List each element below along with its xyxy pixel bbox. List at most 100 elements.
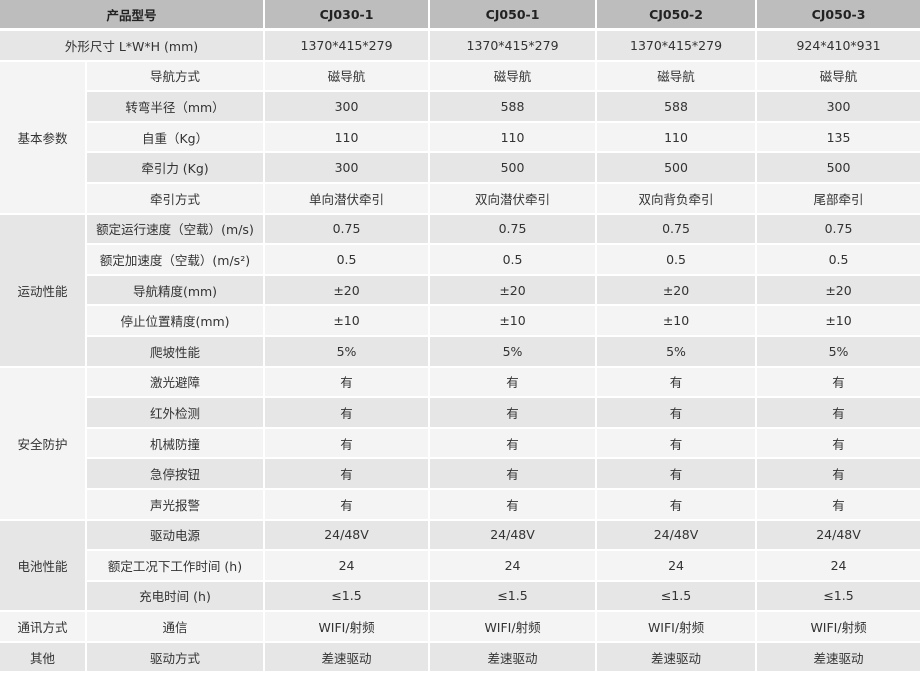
row-label: 急停按钮 bbox=[87, 459, 266, 490]
cell-value: 有 bbox=[430, 398, 598, 429]
cell-value: 有 bbox=[597, 459, 758, 490]
cell-value: 588 bbox=[430, 92, 598, 123]
cell-value: 差速驱动 bbox=[597, 642, 758, 674]
cell-value: 有 bbox=[597, 489, 758, 521]
cell-value: 单向潜伏牵引 bbox=[265, 183, 431, 215]
group-label: 其他 bbox=[0, 642, 87, 674]
cell-value: 有 bbox=[757, 490, 920, 521]
cell-value: 500 bbox=[757, 153, 920, 184]
row-label: 外形尺寸 L*W*H (mm) bbox=[0, 31, 266, 62]
cell-value: 588 bbox=[597, 92, 758, 123]
cell-value: 差速驱动 bbox=[430, 642, 598, 674]
cell-value: 差速驱动 bbox=[757, 643, 920, 674]
table-row: 机械防撞有有有有 bbox=[0, 428, 920, 460]
group-label: 运动性能 bbox=[0, 214, 87, 368]
group-label: 电池性能 bbox=[0, 520, 87, 613]
cell-value: 24 bbox=[597, 551, 758, 582]
table-row: 停止位置精度(mm) ±10 ±10 ±10 ±10 bbox=[0, 306, 920, 337]
cell-value: 24/48V bbox=[265, 520, 431, 552]
table-row: 基本参数 导航方式 磁导航 磁导航 磁导航 磁导航 bbox=[0, 61, 920, 215]
cell-value: 24 bbox=[757, 551, 920, 582]
group-label: 通讯方式 bbox=[0, 612, 87, 643]
row-label: 转弯半径（mm） bbox=[87, 92, 266, 123]
row-label: 导航方式 bbox=[87, 61, 266, 93]
cell-value: 有 bbox=[430, 459, 598, 490]
row-label: 牵引方式 bbox=[87, 183, 266, 215]
cell-value: 24/48V bbox=[597, 520, 758, 552]
cell-value: 135 bbox=[757, 123, 920, 154]
row-label: 自重（Kg） bbox=[87, 122, 266, 154]
cell-value: ±20 bbox=[265, 275, 431, 307]
cell-value: 0.75 bbox=[265, 214, 431, 246]
table-row: 爬坡性能 5% 5% 5% 5% bbox=[0, 336, 920, 368]
cell-value: 磁导航 bbox=[757, 62, 920, 93]
row-label: 额定加速度（空载）(m/s²) bbox=[87, 245, 266, 276]
cell-value: ±10 bbox=[430, 306, 598, 337]
table-row: 充电时间 (h) ≤1.5 ≤1.5 ≤1.5 ≤1.5 bbox=[0, 581, 920, 613]
cell-value: 双向潜伏牵引 bbox=[430, 183, 598, 215]
cell-value: 有 bbox=[597, 428, 758, 460]
cell-value: 24 bbox=[430, 551, 598, 582]
table-row: 红外检测有有有有 bbox=[0, 398, 920, 429]
table-row: 安全防护 激光避障有有有有 bbox=[0, 367, 920, 521]
cell-value: 5% bbox=[430, 336, 598, 368]
row-label: 爬坡性能 bbox=[87, 336, 266, 368]
cell-value: 0.5 bbox=[757, 245, 920, 276]
row-label: 通信 bbox=[87, 612, 266, 643]
table-row: 转弯半径（mm） 300 588 588 300 bbox=[0, 92, 920, 123]
cell-value: 有 bbox=[430, 367, 598, 399]
table-row: 运动性能 额定运行速度（空载）(m/s) 0.75 0.75 0.75 0.75 bbox=[0, 214, 920, 368]
header-model: CJ030-1 bbox=[265, 0, 431, 31]
cell-value: 有 bbox=[265, 398, 431, 429]
cell-value: 300 bbox=[265, 153, 431, 184]
cell-value: 磁导航 bbox=[430, 61, 598, 93]
row-label: 牵引力 (Kg) bbox=[87, 153, 266, 184]
cell-value: ±10 bbox=[597, 306, 758, 337]
header-model: CJ050-3 bbox=[757, 0, 920, 31]
cell-value: ±20 bbox=[597, 275, 758, 307]
cell-value: 5% bbox=[597, 336, 758, 368]
row-label: 充电时间 (h) bbox=[87, 581, 266, 613]
cell-value: 924*410*931 bbox=[757, 31, 920, 62]
cell-value: 有 bbox=[430, 428, 598, 460]
cell-value: 1370*415*279 bbox=[265, 31, 431, 62]
cell-value: 0.5 bbox=[597, 245, 758, 276]
cell-value: 500 bbox=[430, 153, 598, 184]
cell-value: 差速驱动 bbox=[265, 642, 431, 674]
row-label: 额定工况下工作时间 (h) bbox=[87, 551, 266, 582]
cell-value: 0.5 bbox=[430, 245, 598, 276]
cell-value: 有 bbox=[265, 428, 431, 460]
group-label: 安全防护 bbox=[0, 367, 87, 521]
cell-value: 有 bbox=[757, 429, 920, 460]
row-label: 驱动电源 bbox=[87, 520, 266, 552]
cell-value: 有 bbox=[597, 367, 758, 399]
cell-value: WIFI/射频 bbox=[265, 612, 431, 643]
dimension-row: 外形尺寸 L*W*H (mm) 1370*415*279 1370*415*27… bbox=[0, 31, 920, 62]
row-label: 驱动方式 bbox=[87, 642, 266, 674]
cell-value: WIFI/射频 bbox=[597, 612, 758, 643]
cell-value: 有 bbox=[430, 489, 598, 521]
cell-value: 24 bbox=[265, 551, 431, 582]
cell-value: 500 bbox=[597, 153, 758, 184]
cell-value: ≤1.5 bbox=[430, 581, 598, 613]
cell-value: 尾部牵引 bbox=[757, 184, 920, 215]
table-row: 导航精度(mm) ±20 ±20 ±20 ±20 bbox=[0, 275, 920, 307]
cell-value: 5% bbox=[757, 337, 920, 368]
table-row: 额定加速度（空载）(m/s²) 0.5 0.5 0.5 0.5 bbox=[0, 245, 920, 276]
row-label: 导航精度(mm) bbox=[87, 275, 266, 307]
cell-value: 0.75 bbox=[430, 214, 598, 246]
header-row: 产品型号 CJ030-1 CJ050-1 CJ050-2 CJ050-3 bbox=[0, 0, 920, 31]
cell-value: ±10 bbox=[265, 306, 431, 337]
cell-value: 有 bbox=[265, 459, 431, 490]
cell-value: 5% bbox=[265, 336, 431, 368]
cell-value: ≤1.5 bbox=[265, 581, 431, 613]
cell-value: 0.75 bbox=[757, 215, 920, 246]
cell-value: 110 bbox=[265, 122, 431, 154]
table-row: 电池性能 驱动电源 24/48V 24/48V 24/48V 24/48V bbox=[0, 520, 920, 613]
cell-value: 双向背负牵引 bbox=[597, 183, 758, 215]
table-row: 牵引力 (Kg) 300 500 500 500 bbox=[0, 153, 920, 184]
cell-value: ±20 bbox=[430, 275, 598, 307]
cell-value: 有 bbox=[757, 398, 920, 429]
cell-value: 1370*415*279 bbox=[430, 31, 598, 62]
